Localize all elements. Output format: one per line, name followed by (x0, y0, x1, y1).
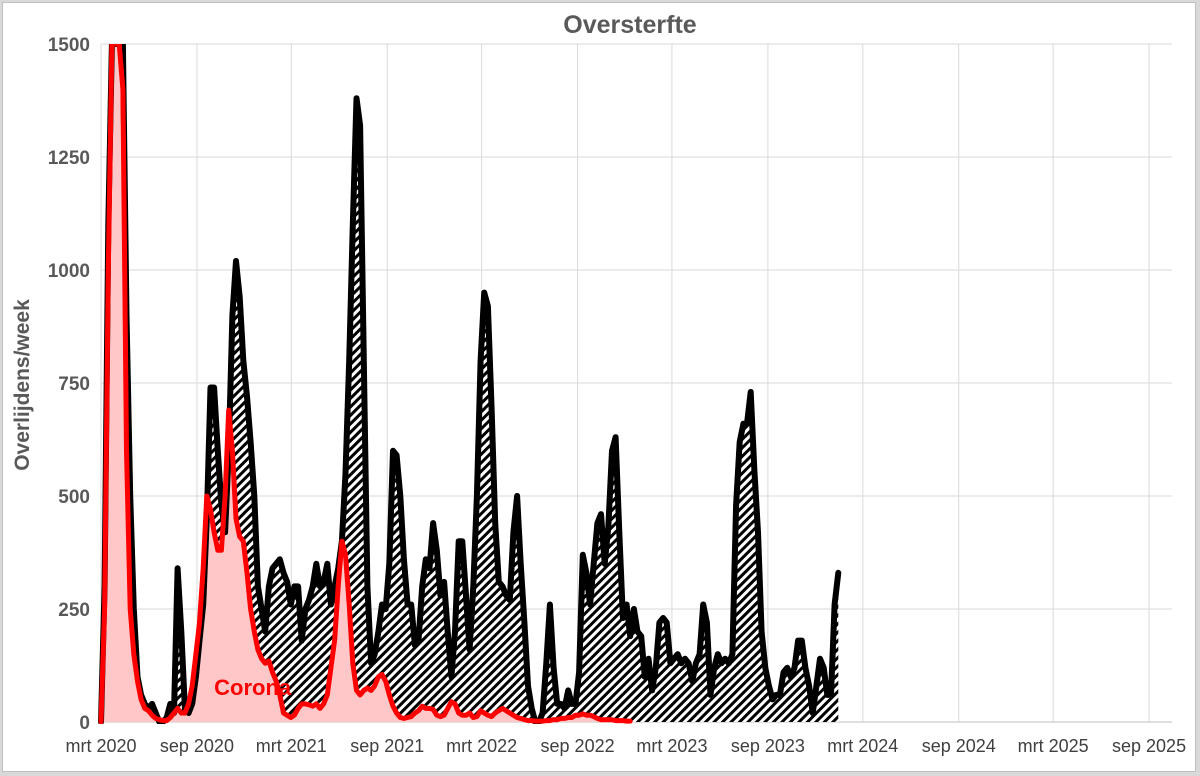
plot-area (98, 44, 842, 724)
corona-deaths-area (101, 44, 631, 722)
y-tick-label: 1250 (48, 148, 90, 169)
y-axis-label: Overlijdens/week (11, 299, 34, 471)
y-tick-label: 0 (79, 713, 90, 734)
y-tick-label: 750 (58, 374, 90, 395)
x-tick-label: sep 2020 (160, 736, 234, 756)
x-tick-label: sep 2021 (350, 736, 424, 756)
corona-deaths-line (98, 44, 633, 724)
x-tick-label: mrt 2020 (65, 736, 136, 756)
x-tick-label: sep 2024 (922, 736, 996, 756)
x-tick-label: mrt 2023 (636, 736, 707, 756)
corona-annotation: Corona (214, 675, 292, 700)
y-tick-label: 500 (58, 487, 90, 508)
x-tick-label: mrt 2024 (827, 736, 898, 756)
x-tick-labels: mrt 2020 sep 2020 mrt 2021 sep 2021 mrt 2022… (65, 736, 1186, 756)
y-tick-labels: 0 250 500 750 1000 1250 1500 (48, 35, 90, 734)
y-tick-label: 1000 (48, 261, 90, 282)
x-tick-label: sep 2023 (731, 736, 805, 756)
x-tick-label: mrt 2025 (1018, 736, 1089, 756)
x-tick-label: sep 2022 (541, 736, 615, 756)
chart-title: Oversterfte (563, 11, 696, 39)
y-tick-label: 250 (58, 600, 90, 621)
x-tick-label: mrt 2022 (446, 736, 517, 756)
x-tick-label: mrt 2021 (256, 736, 327, 756)
y-tick-label: 1500 (48, 35, 90, 56)
x-tick-label: sep 2025 (1112, 736, 1186, 756)
